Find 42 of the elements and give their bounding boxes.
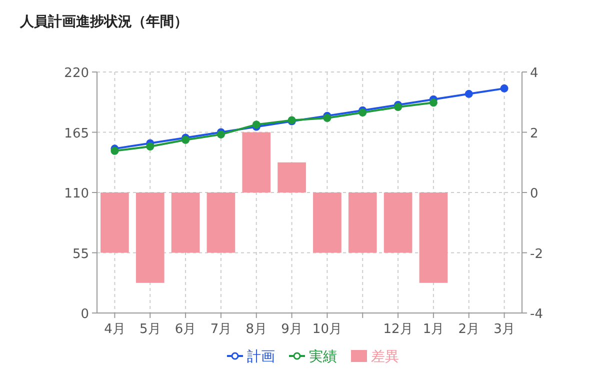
y-tick-label: 165 <box>64 126 89 142</box>
point <box>500 84 508 92</box>
x-tick-label: 5月 <box>139 322 161 337</box>
point <box>358 108 367 117</box>
x-tick-label: 2月 <box>458 322 480 337</box>
bar <box>136 192 164 283</box>
x-tick-label: 7月 <box>210 322 232 337</box>
point <box>464 90 473 98</box>
bar <box>100 192 129 253</box>
y-tick-label: 0 <box>80 307 89 322</box>
legend-label: 差異 <box>371 349 399 365</box>
point <box>429 98 438 107</box>
x-tick-label: 1月 <box>422 322 444 337</box>
y2-tick-label: -4 <box>530 307 543 322</box>
bar <box>419 192 448 283</box>
y-tick-label: 220 <box>64 66 89 81</box>
x-tick-label: 6月 <box>174 322 196 337</box>
x-tick-label: 8月 <box>246 322 268 337</box>
x-tick-label: 9月 <box>281 322 302 337</box>
bar <box>348 192 377 253</box>
x-tick-label: 10月 <box>312 322 342 337</box>
y-tick-label: 55 <box>72 246 89 262</box>
chart-title: 人員計画進捗状況（年間） <box>19 14 188 30</box>
bar <box>278 162 306 192</box>
x-tick-label: 4月 <box>104 322 126 337</box>
point <box>394 103 402 112</box>
bar <box>313 192 342 253</box>
bar <box>242 132 271 192</box>
point <box>146 142 154 150</box>
x-tick-label: 12月 <box>383 322 413 337</box>
legend-label: 実績 <box>309 349 337 365</box>
y2-tick-label: 4 <box>530 66 538 81</box>
legend-label: 計画 <box>247 349 275 365</box>
bar <box>171 192 200 253</box>
y-tick-label: 110 <box>64 186 89 202</box>
y2-tick-label: 0 <box>530 186 538 202</box>
y2-tick-label: -2 <box>530 246 543 262</box>
bar <box>384 192 412 253</box>
bar <box>206 192 236 253</box>
y2-tick-label: 2 <box>530 126 538 142</box>
x-tick-label: 3月 <box>494 322 515 337</box>
point <box>323 114 332 122</box>
